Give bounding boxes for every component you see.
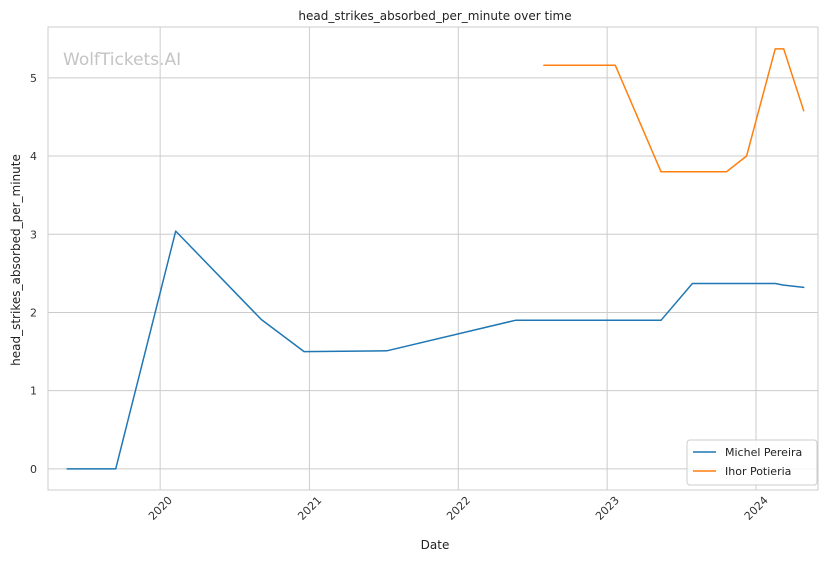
watermark: WolfTickets.AI [63, 50, 181, 70]
y-tick-label: 3 [30, 228, 37, 241]
y-tick-label: 4 [30, 150, 37, 163]
chart-title: head_strikes_absorbed_per_minute over ti… [298, 9, 571, 23]
series-line-ihor-potieria [543, 48, 805, 173]
y-axis-label: head_strikes_absorbed_per_minute [9, 154, 23, 366]
series-layer [66, 48, 805, 470]
y-tick-label: 5 [30, 72, 37, 85]
y-tick-labels: 0 1 2 3 4 5 [30, 72, 37, 476]
legend: Michel Pereira Ihor Potieria [686, 439, 818, 486]
legend-label-ihor-potieria: Ihor Potieria [725, 465, 791, 478]
x-gridlines [159, 27, 757, 490]
y-tick-label: 0 [30, 463, 37, 476]
y-gridlines [48, 77, 818, 470]
legend-label-michel-pereira: Michel Pereira [725, 446, 802, 459]
series-line-michel-pereira [66, 230, 805, 470]
y-tick-label: 2 [30, 306, 37, 319]
y-tick-label: 1 [30, 385, 37, 398]
plot-area-frame [47, 26, 819, 491]
x-axis-label: Date [421, 538, 450, 552]
legend-box [686, 439, 818, 486]
